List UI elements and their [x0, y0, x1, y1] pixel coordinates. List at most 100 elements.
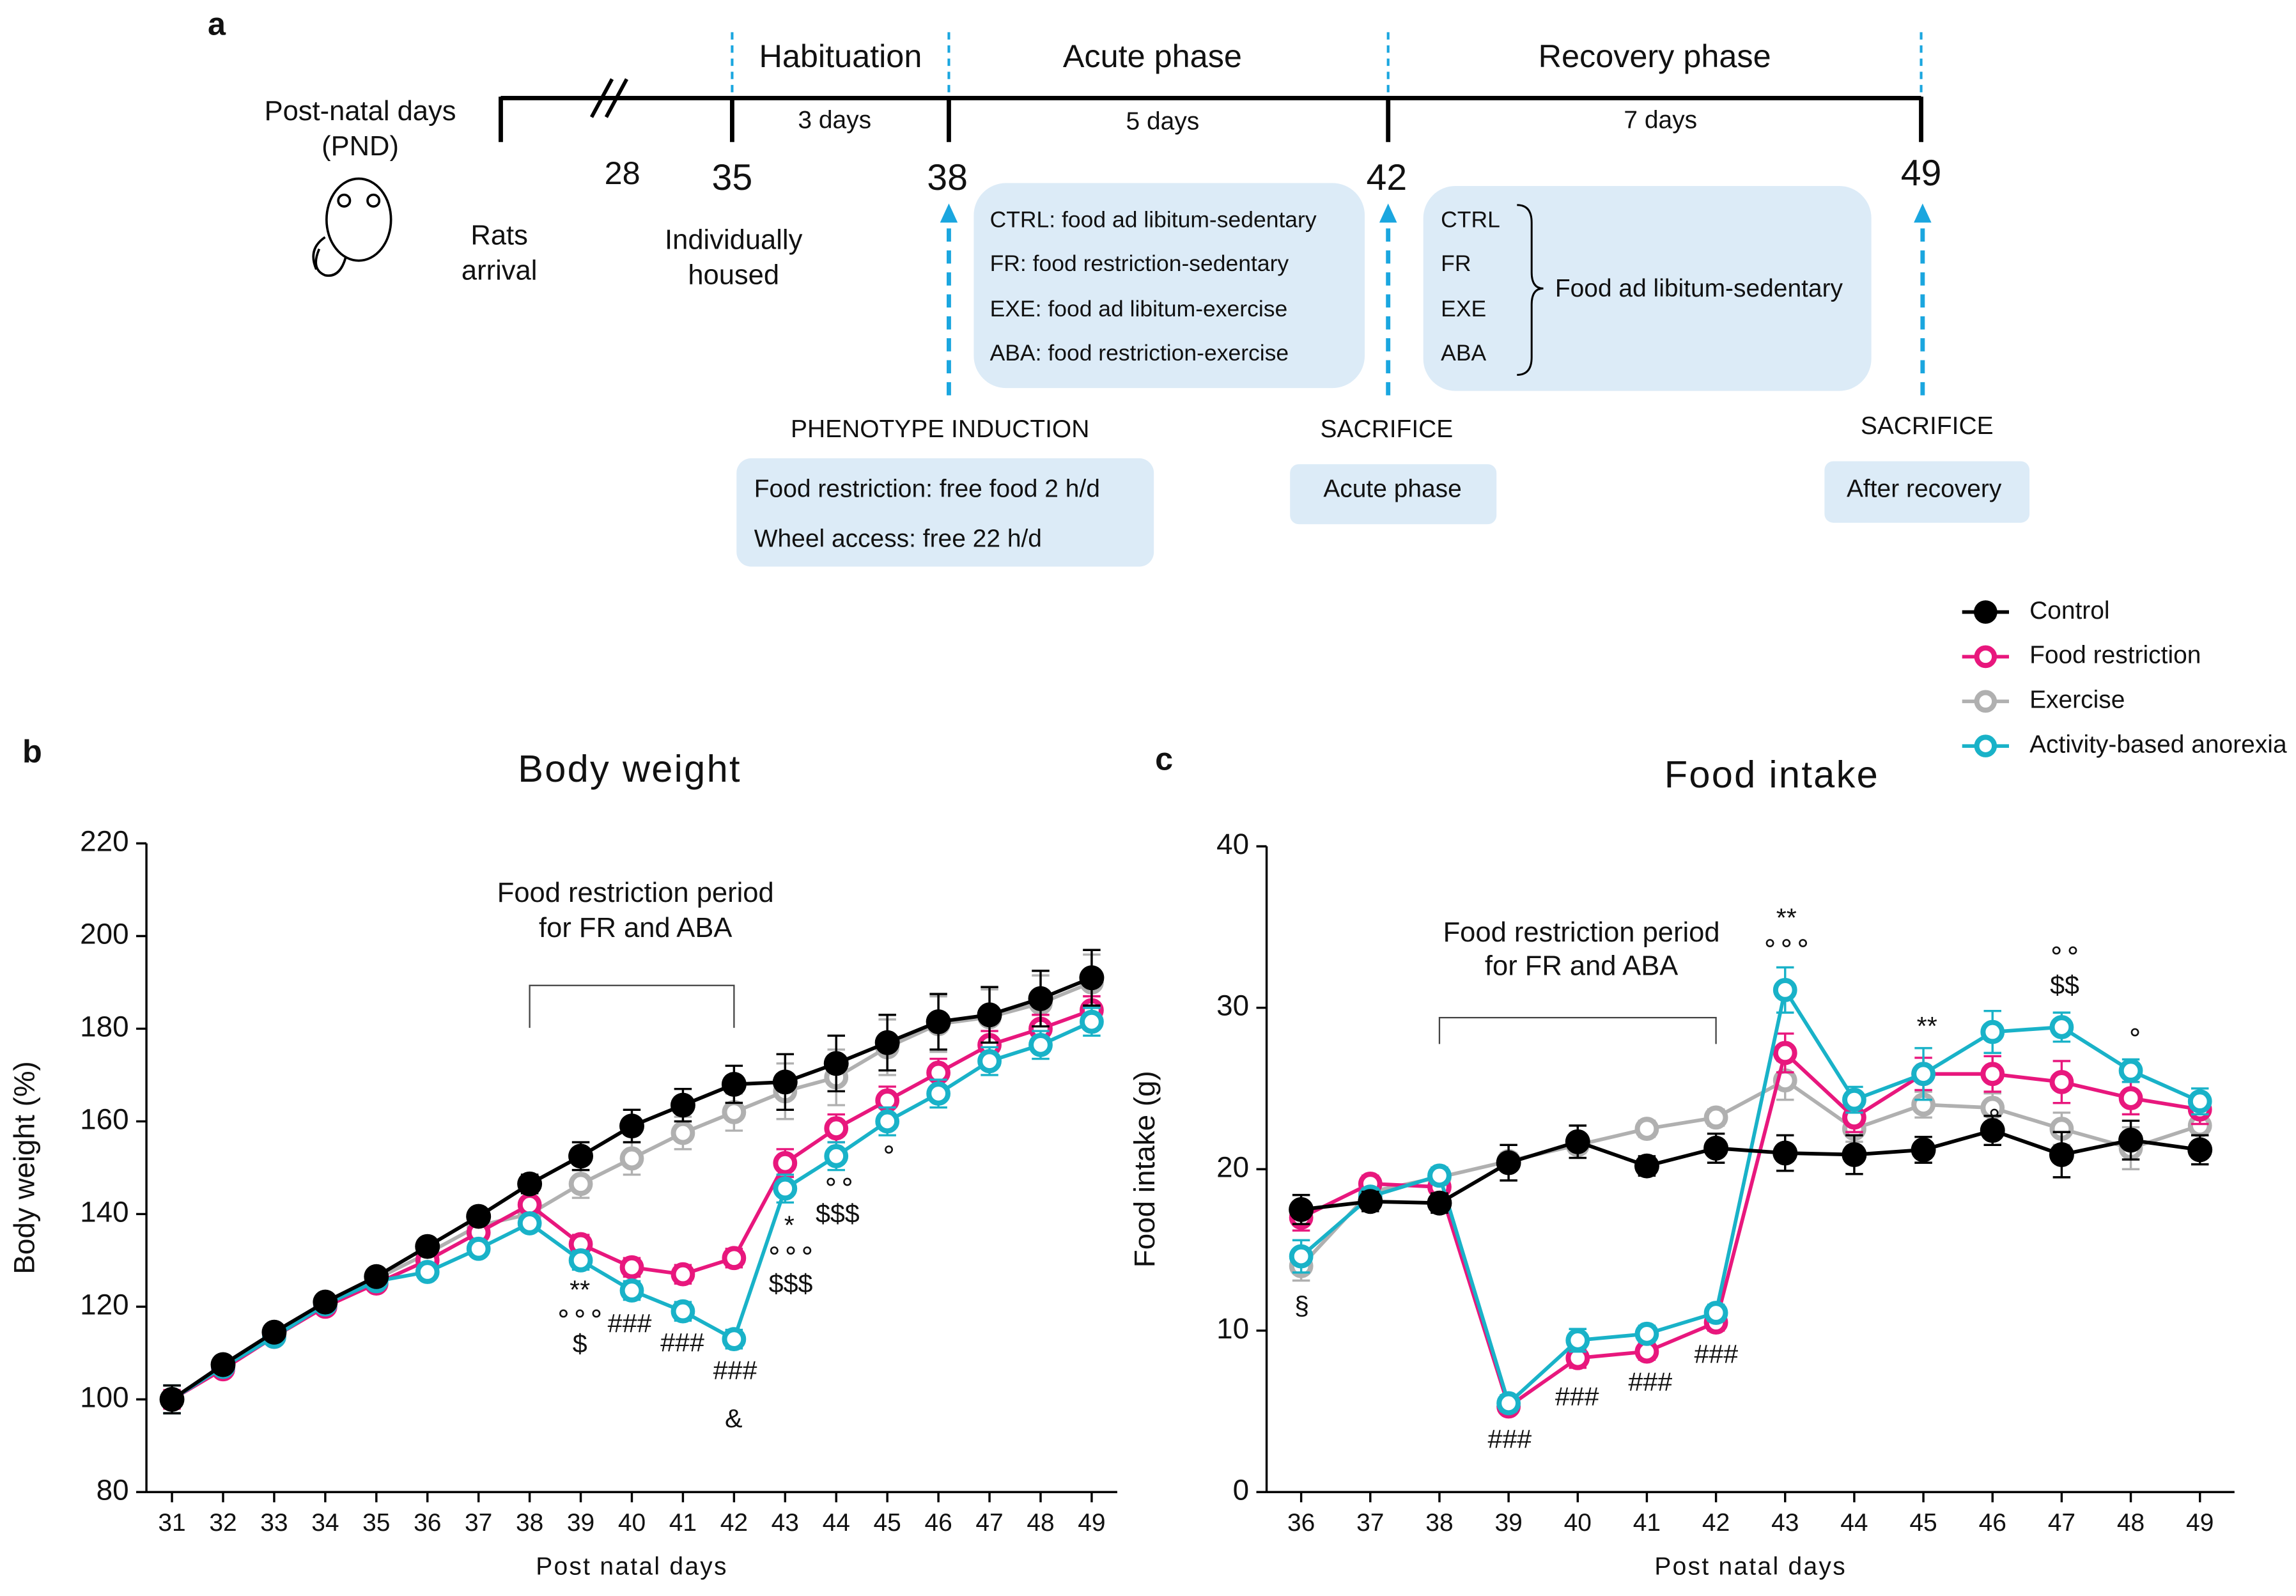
induction-box: [736, 458, 1154, 567]
x-tick-label: 38: [516, 1509, 543, 1537]
panel-label: b: [22, 733, 42, 770]
marker: [722, 1246, 747, 1271]
significance: ∘∘∘: [1762, 927, 1811, 957]
marker: [1028, 986, 1053, 1011]
group-label: CTRL: [1441, 206, 1500, 232]
x-tick-label: 37: [1356, 1509, 1384, 1537]
marker: [313, 1289, 338, 1315]
marker: [671, 1262, 695, 1287]
x-tick-label: 46: [1979, 1509, 2006, 1537]
marker: [773, 1151, 798, 1175]
sacrifice-title: SACRIFICE: [1861, 412, 1994, 440]
panel-label: c: [1155, 741, 1173, 777]
x-tick-label: 47: [975, 1509, 1003, 1537]
annotation: Food restriction period: [1443, 917, 1720, 948]
group-label: CTRL: food ad libitum-sedentary: [990, 206, 1317, 232]
marker: [2187, 1089, 2212, 1114]
marker: [568, 1143, 594, 1169]
significance: **: [1776, 903, 1797, 933]
event-label: arrival: [462, 256, 537, 286]
y-tick-label: 0: [1233, 1473, 1249, 1506]
significance: ###: [713, 1355, 757, 1384]
x-tick-label: 49: [2186, 1509, 2214, 1537]
marker: [1772, 1041, 1797, 1065]
marker: [2187, 1137, 2213, 1163]
marker: [1703, 1301, 1728, 1325]
x-tick-label: 45: [874, 1509, 901, 1537]
legend-label: Control: [2029, 597, 2110, 624]
induction-title: PHENOTYPE INDUCTION: [791, 415, 1089, 443]
x-tick-label: 31: [158, 1509, 185, 1537]
marker: [2049, 1015, 2074, 1039]
marker: [722, 1100, 747, 1124]
arrows: [940, 203, 1932, 396]
phase-duration: 5 days: [1126, 108, 1200, 136]
y-tick-label: 120: [80, 1288, 128, 1321]
marker: [926, 1009, 951, 1035]
x-tick-label: 40: [618, 1509, 646, 1537]
sacrifice-label: After recovery: [1847, 476, 2002, 503]
x-axis-label: Post natal days: [536, 1553, 728, 1581]
legend-label: Exercise: [2029, 686, 2125, 714]
x-tick-label: 42: [720, 1509, 748, 1537]
phase-duration: 7 days: [1624, 106, 1697, 134]
marker: [1772, 1140, 1798, 1166]
marker: [1427, 1163, 1452, 1188]
significance: $$$: [816, 1198, 860, 1228]
marker: [874, 1030, 900, 1055]
marker: [1634, 1117, 1659, 1141]
x-tick-label: 36: [414, 1509, 441, 1537]
group-box: [1423, 185, 1872, 391]
marker: [568, 1172, 593, 1197]
marker: [1028, 1032, 1053, 1057]
marker: [823, 1051, 849, 1076]
timeline-label: (PND): [322, 131, 399, 162]
marker: [721, 1071, 747, 1097]
x-tick-label: 48: [1027, 1509, 1054, 1537]
chart-title: Body weight: [518, 747, 741, 790]
group-label: EXE: [1441, 296, 1486, 322]
marker: [1842, 1087, 1866, 1112]
marker: [1634, 1321, 1659, 1346]
series: [1289, 1115, 2213, 1225]
line: [171, 1019, 1093, 1401]
marker: [1358, 1189, 1383, 1214]
significance: ∘∘: [823, 1166, 856, 1196]
significance: ∘∘∘: [555, 1298, 604, 1328]
legend-marker: [1974, 690, 1997, 713]
timeline: Habituation Acute phase Recovery phase 3…: [265, 32, 2030, 567]
significance: **: [570, 1274, 590, 1304]
phase-name: Habituation: [759, 38, 922, 74]
marker: [415, 1234, 440, 1259]
y-tick-label: 10: [1216, 1312, 1249, 1345]
event-label: Individually: [665, 224, 803, 255]
marker: [2118, 1058, 2143, 1083]
x-tick-label: 49: [1078, 1509, 1105, 1537]
x-tick-label: 40: [1564, 1509, 1592, 1537]
significance: ∘: [881, 1134, 897, 1163]
marker: [466, 1236, 491, 1261]
marker: [1080, 1009, 1104, 1034]
day-label: 49: [1901, 153, 1942, 194]
sacrifice-box: [1290, 464, 1497, 525]
marker: [773, 1176, 798, 1201]
x-tick-label: 44: [1840, 1509, 1868, 1537]
marker: [824, 1116, 849, 1141]
x-tick-label: 32: [209, 1509, 237, 1537]
group-label: FR: [1441, 251, 1471, 276]
marker: [1703, 1105, 1728, 1130]
x-tick-label: 43: [1771, 1509, 1799, 1537]
induction-line: Wheel access: free 22 h/d: [754, 525, 1042, 553]
series: [160, 995, 1104, 1412]
marker: [619, 1113, 644, 1139]
group-label: FR: food restriction-sedentary: [990, 251, 1289, 276]
significance: ###: [1628, 1367, 1672, 1397]
event-label: housed: [688, 260, 779, 290]
y-axis-label: Food intake (g): [1128, 1071, 1161, 1267]
significance: **: [1917, 1011, 1937, 1041]
marker: [517, 1171, 543, 1197]
significance: ###: [1555, 1382, 1599, 1411]
marker: [1496, 1150, 1521, 1175]
annotation: for FR and ABA: [1485, 951, 1678, 982]
marker: [2118, 1127, 2144, 1153]
